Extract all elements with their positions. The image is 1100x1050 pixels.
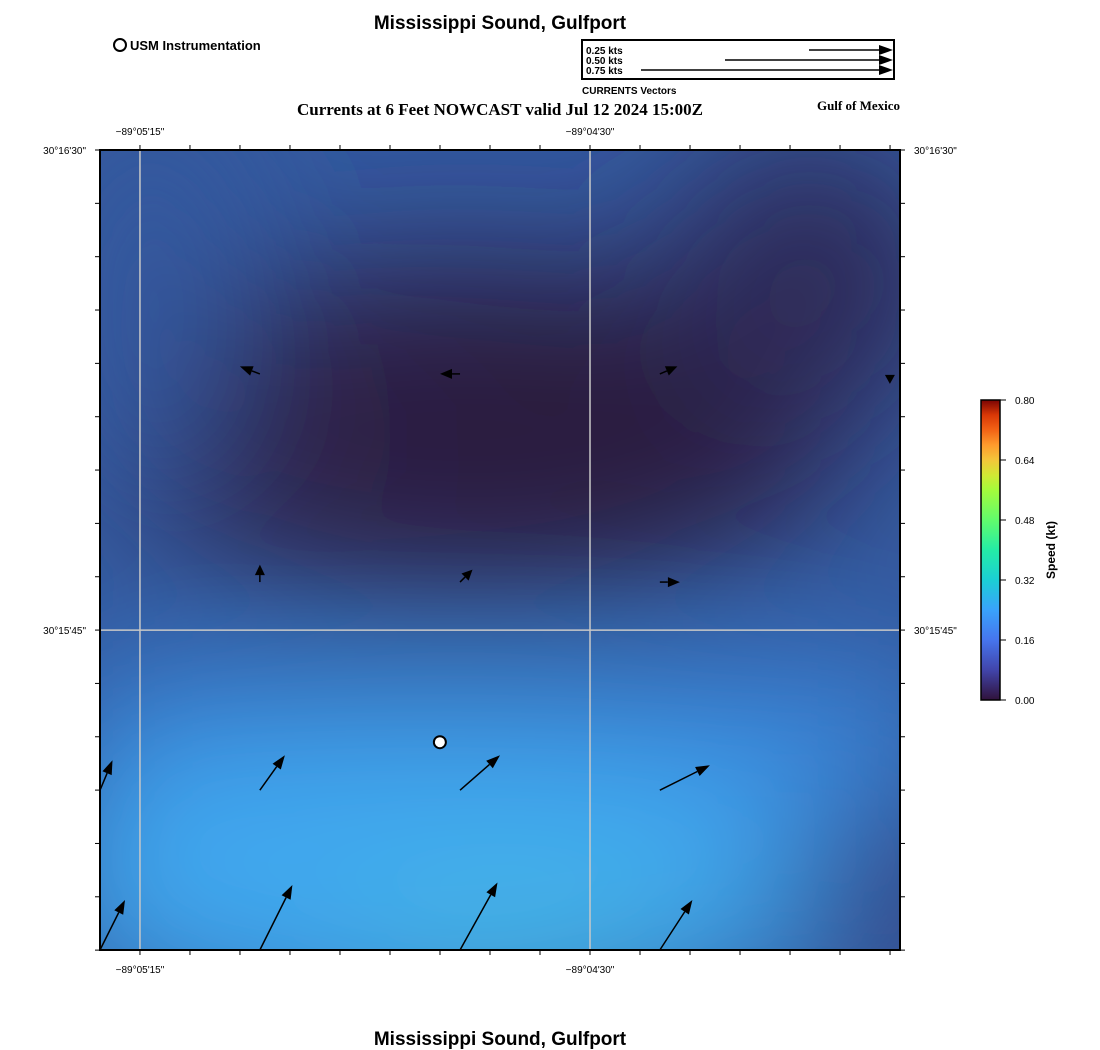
map-title: Mississippi Sound, Gulfport [374, 13, 627, 34]
colorbar-tick-label-0: 0.80 [1015, 396, 1035, 407]
current-vector-6 [659, 577, 680, 588]
legend-vector-0 [809, 45, 893, 55]
current-vector-1 [440, 368, 461, 379]
colorbar-gradient [980, 399, 1001, 701]
current-vector-13 [459, 882, 498, 951]
legend-vector-label-2: 0.75 kts [586, 66, 623, 77]
map-subtitle: Currents at 6 Feet NOWCAST valid Jul 12 … [297, 100, 703, 119]
lat-label-right-0: 30°16'30" [914, 146, 957, 157]
legend-vector-2 [641, 65, 893, 75]
map-frame [99, 149, 901, 951]
lon-label-top-0: −89°05'15" [116, 127, 165, 138]
current-vectors [99, 366, 895, 951]
lat-label-left-1: 30°15'45" [43, 626, 86, 637]
legend-vector-1 [725, 55, 893, 65]
current-vector-12 [259, 885, 293, 951]
station-legend-marker [113, 38, 127, 52]
colorbar-tick-label-2: 0.48 [1015, 516, 1035, 527]
lon-label-top-1: −89°04'30" [566, 127, 615, 138]
legend-vector-label-0: 0.25 kts [586, 46, 623, 57]
current-vector-0 [239, 366, 261, 376]
station-legend-label: USM Instrumentation [130, 38, 261, 53]
footer-title: Mississippi Sound, Gulfport [374, 1029, 627, 1050]
colorbar-tick-label-4: 0.16 [1015, 636, 1035, 647]
speed-field-shading [100, 150, 900, 950]
lon-label-bottom-1: −89°04'30" [566, 965, 615, 976]
map-area [100, 150, 900, 950]
colorbar-tick-label-1: 0.64 [1015, 456, 1035, 467]
colorbar-tick-label-3: 0.32 [1015, 576, 1035, 587]
current-vector-2 [659, 366, 678, 376]
frame-ticks [95, 145, 905, 955]
lat-label-left-0: 30°16'30" [43, 146, 86, 157]
current-vector-7 [99, 760, 113, 791]
current-vector-14 [659, 900, 693, 951]
lon-label-bottom-0: −89°05'15" [116, 965, 165, 976]
legend-vector-label-1: 0.50 kts [586, 56, 623, 67]
colorbar-label: Speed (kt) [1044, 521, 1058, 579]
current-vector-8 [259, 755, 285, 791]
current-vector-3 [884, 374, 895, 384]
current-vector-11 [99, 900, 125, 951]
axis-labels: −89°05'15" −89°05'15" −89°04'30" −89°04'30"… [43, 127, 957, 976]
current-vector-4 [254, 564, 265, 583]
region-label: Gulf of Mexico [817, 98, 900, 113]
current-vector-10 [659, 765, 710, 791]
current-vector-9 [459, 755, 500, 791]
vector-legend-title: CURRENTS Vectors [582, 86, 677, 97]
station-marker[interactable] [432, 735, 447, 750]
current-vector-5 [459, 569, 473, 583]
colorbar: 0.80 0.64 0.48 0.32 0.16 0.00 Speed (kt) [980, 396, 1058, 707]
station-legend: USM Instrumentation [113, 38, 261, 53]
lat-label-right-1: 30°15'45" [914, 626, 957, 637]
colorbar-tick-label-5: 0.00 [1015, 696, 1035, 707]
